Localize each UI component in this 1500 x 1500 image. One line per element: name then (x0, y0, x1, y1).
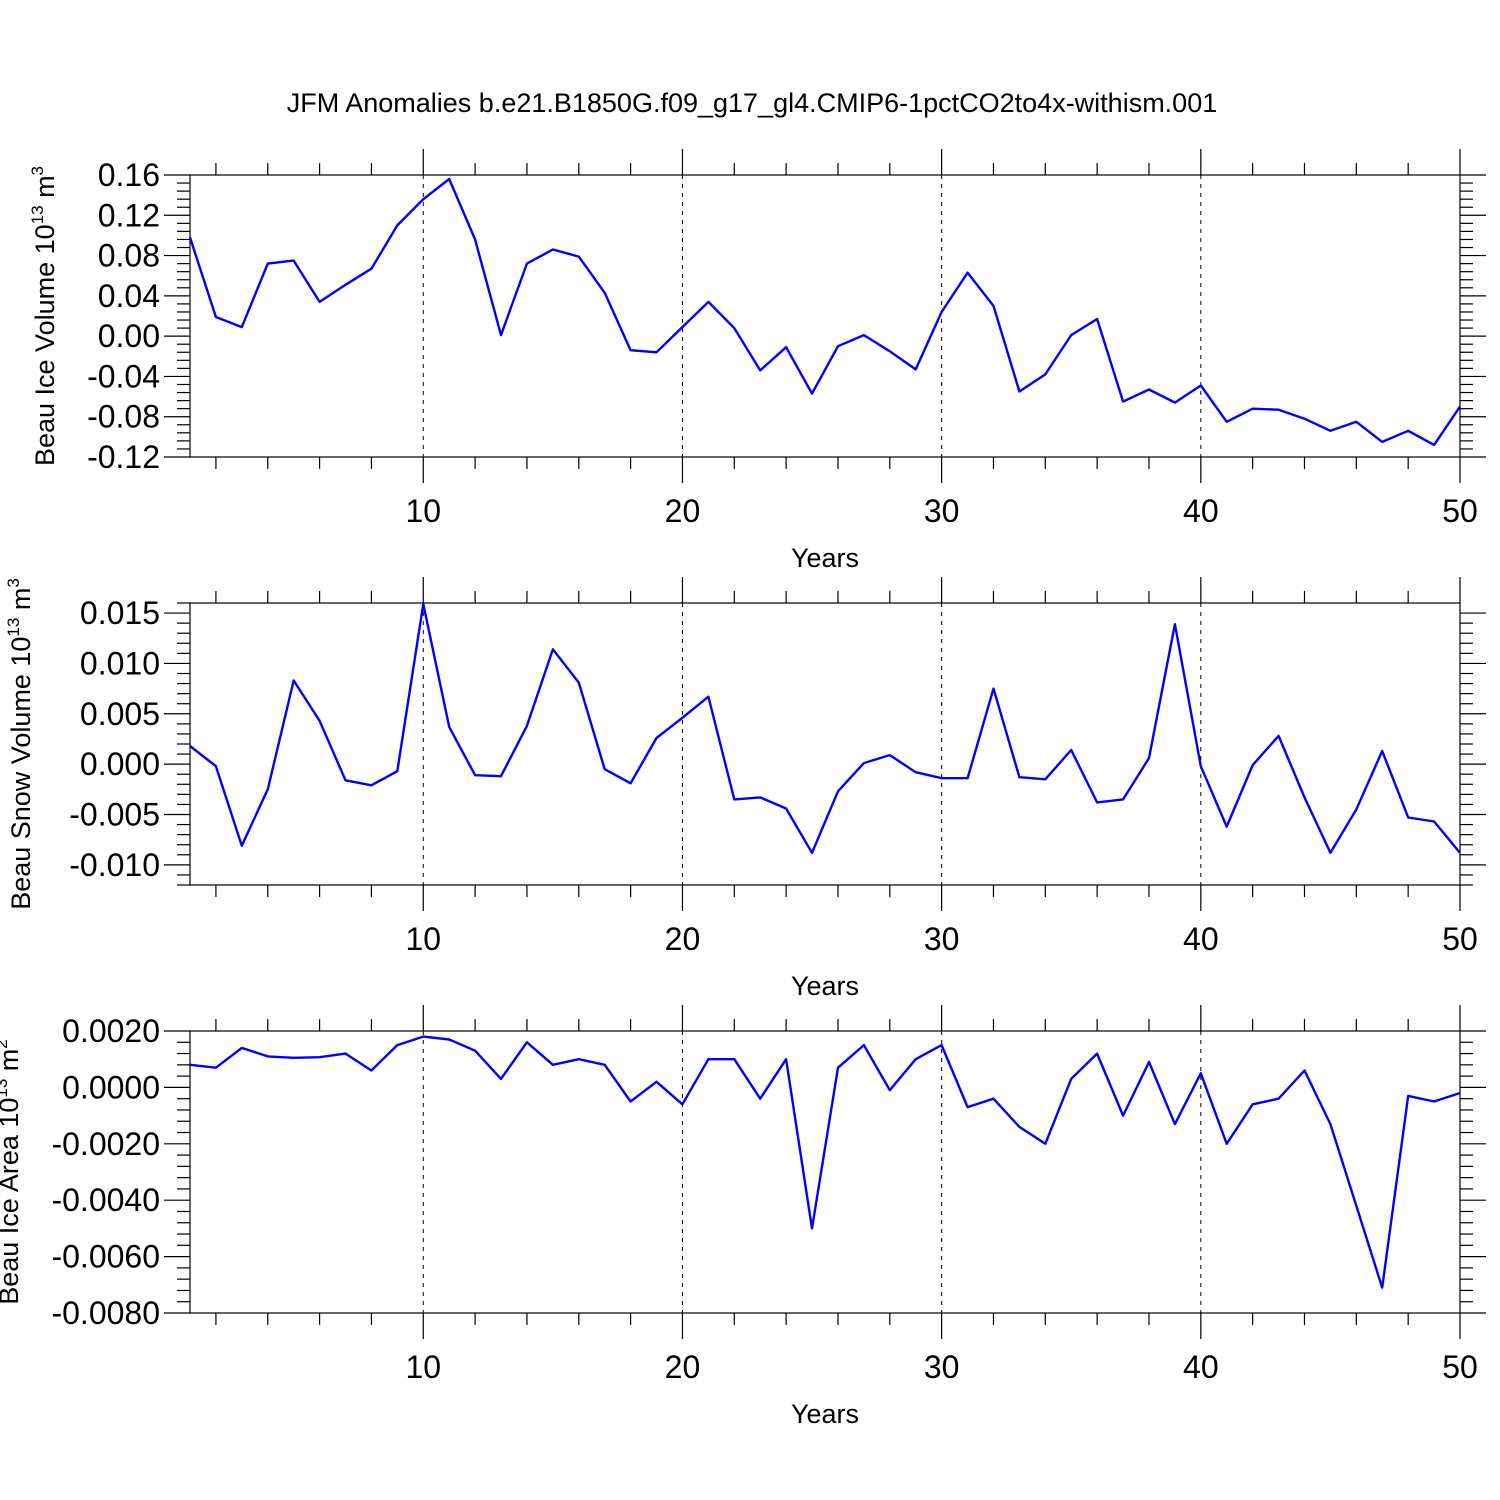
x-tick-label: 10 (405, 493, 441, 529)
x-axis-label: Years (791, 543, 859, 573)
x-tick-label: 50 (1442, 493, 1478, 529)
x-axis-label: Years (791, 1399, 859, 1429)
series-line (189, 602, 1461, 854)
series-line (189, 1035, 1461, 1289)
x-tick-label: 20 (665, 1349, 701, 1385)
y-axis-label: Beau Ice Area 1013 m2 (0, 1039, 24, 1305)
x-tick-label: 30 (924, 1349, 960, 1385)
y-tick-label: -0.005 (69, 797, 160, 833)
x-axis-label: Years (791, 971, 859, 1001)
y-tick-label: -0.0060 (51, 1239, 160, 1275)
y-tick-label: 0.000 (80, 746, 160, 782)
y-tick-label: 0.0000 (62, 1069, 160, 1105)
series-line (188, 177, 1461, 447)
x-tick-label: 30 (924, 493, 960, 529)
x-tick-label: 40 (1183, 1349, 1219, 1385)
y-tick-label: -0.0040 (51, 1182, 160, 1218)
y-tick-label: 0.04 (98, 278, 160, 314)
y-tick-label: 0.005 (80, 696, 160, 732)
panel-snow-volume: -0.010 -0.005 0.000 0.005 0.010 0.015 10 20 30 40… (4, 577, 1486, 1001)
x-tick-label: 50 (1442, 1349, 1478, 1385)
x-tick-label: 20 (665, 493, 701, 529)
y-tick-label: 0.015 (80, 595, 160, 631)
chart-title: JFM Anomalies b.e21.B1850G.f09_g17_gl4.C… (287, 88, 1218, 118)
y-tick-label: -0.08 (87, 399, 160, 435)
plot-frame (189, 602, 1461, 886)
panel-ice-volume: -0.12 -0.08 -0.04 0.00 0.04 0.08 0.12 0.16 10 20 3… (28, 149, 1486, 573)
x-tick-label: 30 (924, 921, 960, 957)
x-tick-label: 40 (1183, 493, 1219, 529)
y-tick-label: -0.010 (69, 847, 160, 883)
y-tick-label: -0.0080 (51, 1295, 160, 1331)
x-tick-label: 10 (405, 921, 441, 957)
plot-frame (189, 1030, 1461, 1314)
x-tick-label: 40 (1183, 921, 1219, 957)
x-tick-label: 10 (405, 1349, 441, 1385)
x-tick-label: 50 (1442, 921, 1478, 957)
y-tick-label: -0.04 (87, 358, 160, 394)
y-tick-label: -0.12 (87, 439, 160, 475)
y-tick-label: 0.12 (98, 197, 160, 233)
x-tick-label: 20 (665, 921, 701, 957)
y-tick-label: 0.00 (98, 318, 160, 354)
plot-frame (189, 174, 1461, 458)
y-tick-label: 0.16 (98, 157, 160, 193)
y-axis-label: Beau Snow Volume 1013 m3 (4, 578, 36, 910)
y-tick-label: -0.0020 (51, 1126, 160, 1162)
panel-ice-area: -0.0080 -0.0060 -0.0040 -0.0020 0.0000 0.0020… (0, 1005, 1486, 1429)
y-axis-label: Beau Ice Volume 1013 m3 (28, 166, 60, 466)
y-tick-label: 0.010 (80, 645, 160, 681)
y-tick-label: 0.0020 (62, 1013, 160, 1049)
y-tick-label: 0.08 (98, 238, 160, 274)
